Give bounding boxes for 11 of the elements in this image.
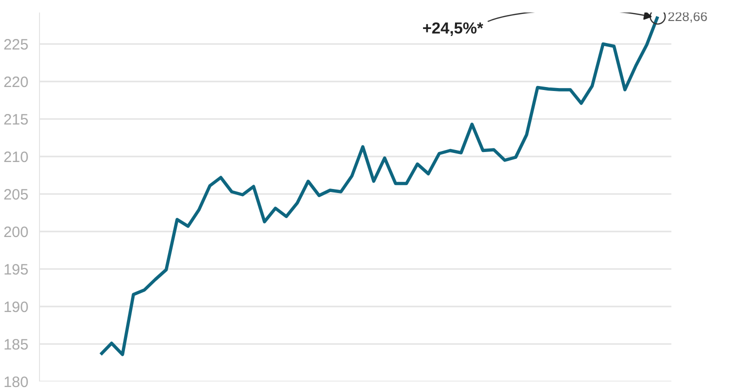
y-tick-label: 180 bbox=[3, 374, 29, 389]
y-tick-label: 205 bbox=[3, 186, 29, 204]
y-tick-label: 190 bbox=[3, 299, 29, 316]
annotation: +24,5%* bbox=[422, 20, 484, 38]
y-tick-label: 195 bbox=[3, 262, 29, 278]
y-tick-label: 220 bbox=[3, 74, 29, 91]
y-tick-label: 215 bbox=[3, 112, 29, 128]
y-tick-label: 225 bbox=[3, 36, 29, 54]
y-tick-label: 200 bbox=[3, 224, 29, 241]
y-tick-label: 185 bbox=[3, 336, 29, 354]
y-tick-label: 210 bbox=[3, 149, 29, 166]
